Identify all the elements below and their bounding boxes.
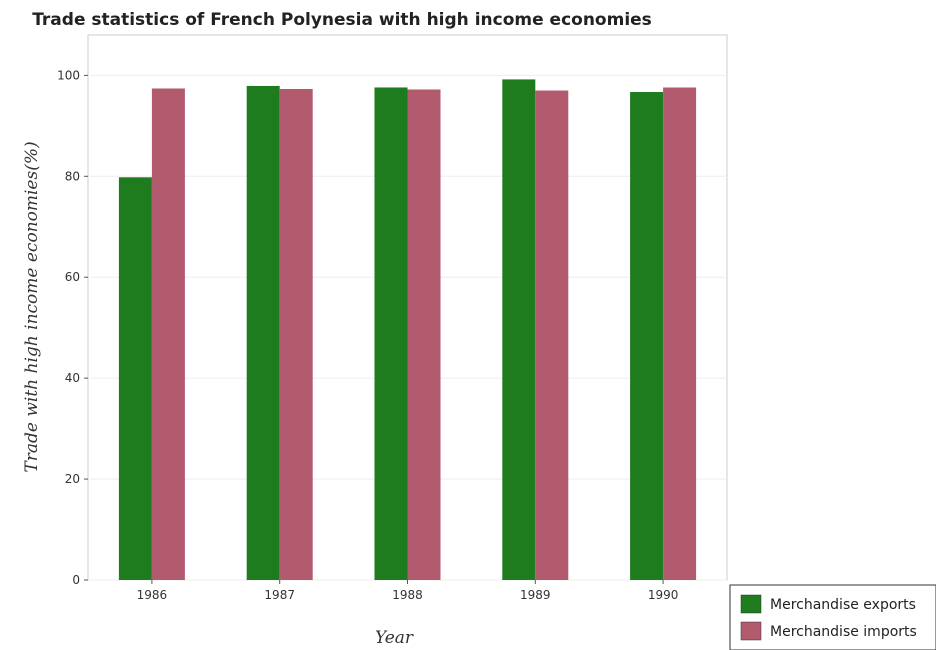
x-tick-labels: 1986 1987 1988 1989 1990 — [137, 580, 679, 602]
legend-box — [729, 584, 936, 650]
y-tick-label: 40 — [65, 371, 80, 385]
x-tick-label: 1989 — [520, 588, 551, 602]
legend-swatch-imports — [740, 621, 762, 641]
bars — [118, 79, 697, 581]
x-tick-label: 1986 — [137, 588, 168, 602]
x-axis-label: Year — [375, 628, 414, 648]
x-tick-label: 1990 — [648, 588, 679, 602]
bar-imports-1990 — [663, 87, 697, 581]
bar-exports-1988 — [374, 87, 408, 581]
x-tick-label: 1988 — [392, 588, 423, 602]
y-tick-label: 100 — [57, 68, 80, 82]
bar-imports-1988 — [407, 89, 441, 580]
bar-imports-1986 — [151, 88, 185, 581]
y-tick-label: 0 — [72, 573, 80, 587]
legend-swatch-exports — [740, 594, 762, 614]
chart-title: Trade statistics of French Polynesia wit… — [32, 10, 652, 30]
y-axis-label: Trade with high income economies(%) — [22, 141, 42, 472]
bar-imports-1989 — [535, 90, 569, 580]
bar-exports-1989 — [502, 79, 536, 580]
legend-label-imports: Merchandise imports — [770, 624, 917, 640]
legend-label-exports: Merchandise exports — [770, 597, 916, 613]
legend: Merchandise exports Merchandise imports — [729, 584, 936, 650]
bar-exports-1986 — [118, 177, 152, 581]
bar-exports-1990 — [630, 92, 664, 581]
y-tick-label: 20 — [65, 472, 80, 486]
bar-exports-1987 — [246, 85, 280, 580]
y-tick-labels: 0 20 40 60 80 100 — [57, 68, 88, 587]
x-tick-label: 1987 — [264, 588, 295, 602]
y-tick-label: 60 — [65, 270, 80, 284]
y-tick-label: 80 — [65, 169, 80, 183]
bar-imports-1987 — [279, 88, 313, 581]
